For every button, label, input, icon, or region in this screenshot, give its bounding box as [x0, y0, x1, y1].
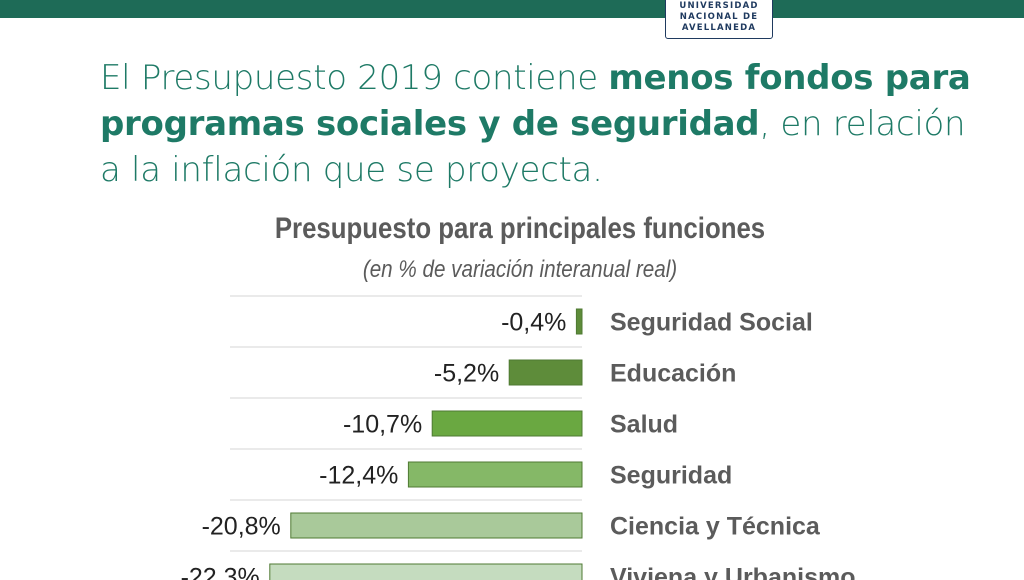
category-label: Seguridad Social: [610, 309, 813, 337]
category-label: Educación: [610, 360, 736, 388]
bar: [508, 359, 583, 386]
logo-line-2: NACIONAL DE: [679, 12, 759, 22]
value-label: -22,3%: [181, 564, 260, 580]
headline-part-2-bold: menos fondos para programas sociales y d…: [100, 58, 971, 144]
chart-title: Presupuesto para principales funciones: [274, 212, 766, 245]
bar: [575, 308, 583, 335]
value-label: -10,7%: [343, 411, 422, 439]
logo-line-3: AVELLANEDA: [681, 23, 757, 33]
logo-line-1: UNIVERSIDAD: [679, 1, 759, 11]
category-label: Ciencia y Técnica: [610, 513, 821, 541]
bar: [431, 410, 583, 437]
headline-part-3: , en relación a la inflación que se proy…: [100, 104, 966, 190]
value-label: -20,8%: [202, 513, 281, 541]
value-label: -0,4%: [501, 309, 566, 337]
category-label: Seguridad: [610, 462, 732, 490]
chart-subtitle: (en % de variación interanual real): [362, 256, 678, 283]
value-label: -5,2%: [434, 360, 499, 388]
bar: [290, 512, 583, 539]
category-label: Viviena y Urbanismo: [610, 564, 855, 580]
value-label: -12,4%: [319, 462, 398, 490]
headline-part-1: El Presupuesto 2019 contiene: [100, 58, 609, 98]
bar: [407, 461, 583, 488]
bar: [269, 563, 583, 580]
university-logo: UNIVERSIDAD NACIONAL DE AVELLANEDA: [665, 0, 773, 39]
category-label: Salud: [610, 411, 678, 439]
headline: El Presupuesto 2019 contiene menos fondo…: [100, 55, 980, 193]
